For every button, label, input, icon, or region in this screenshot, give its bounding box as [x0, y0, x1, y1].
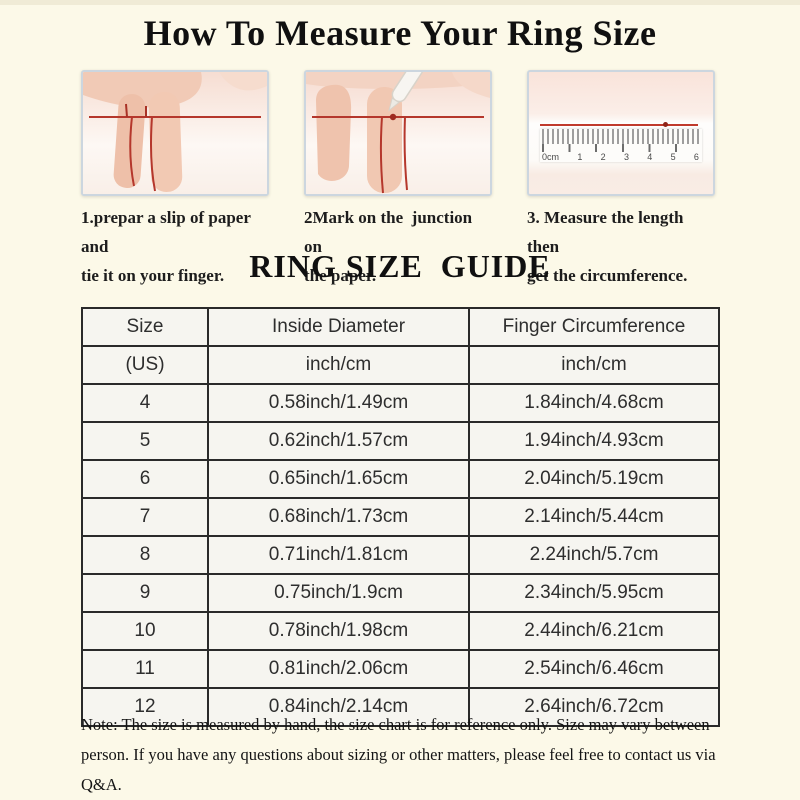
cell-size: 9 — [81, 573, 209, 613]
ruler-scale-labels: 0cm 1 2 3 4 5 6 — [540, 152, 702, 162]
ruler-label: 1 — [577, 151, 583, 162]
cell-size: 6 — [81, 459, 209, 499]
ruler-label: 3 — [623, 151, 629, 162]
table-row: 7 0.68inch/1.73cm 2.14inch/5.44cm — [81, 497, 720, 537]
step-2: 2Mark on the junction on the paper. — [304, 70, 492, 290]
ruler-label: 2 — [600, 151, 606, 162]
cell-diameter: 0.78inch/1.98cm — [207, 611, 470, 651]
step1-caption-line1: 1.prepar a slip of paper and — [81, 208, 255, 256]
cell-size: 8 — [81, 535, 209, 575]
step3-caption-line1: 3. Measure the length then — [527, 208, 688, 256]
step3-ruler-photo: 0cm 1 2 3 4 5 6 — [527, 70, 715, 196]
ruler-label: 6 — [693, 151, 699, 162]
step1-hand-photo — [81, 70, 269, 196]
hand-with-paper-illustration — [83, 72, 267, 194]
table-row: 6 0.65inch/1.65cm 2.04inch/5.19cm — [81, 459, 720, 499]
cell-circumference: 1.84inch/4.68cm — [468, 383, 720, 423]
table-units-row: (US) inch/cm inch/cm — [81, 345, 720, 385]
cell-size: 10 — [81, 611, 209, 651]
table-row: 4 0.58inch/1.49cm 1.84inch/4.68cm — [81, 383, 720, 423]
step2-caption-line1: 2Mark on the junction on — [304, 208, 477, 256]
ruler-cm-ticks — [542, 143, 700, 152]
step2-caption-line2: the paper. — [304, 266, 377, 285]
note-line2: person. If you have any questions about … — [81, 745, 716, 764]
table-row: 10 0.78inch/1.98cm 2.44inch/6.21cm — [81, 611, 720, 651]
cell-size: 12 — [81, 687, 209, 727]
step3-caption-line2: get the circumference. — [527, 266, 688, 285]
table-row: 9 0.75inch/1.9cm 2.34inch/5.95cm — [81, 573, 720, 613]
note: Note: The size is measured by hand, the … — [81, 710, 771, 800]
note-line3: Q&A. — [81, 775, 122, 794]
cell-size: 4 — [81, 383, 209, 423]
cell-circumference: 2.34inch/5.95cm — [468, 573, 720, 613]
ruler-label: 5 — [670, 151, 676, 162]
cell-size: 11 — [81, 649, 209, 689]
cell-circumference: 2.14inch/5.44cm — [468, 497, 720, 537]
cell-diameter: 0.84inch/2.14cm — [207, 687, 470, 727]
ruler-label: 4 — [647, 151, 653, 162]
table-row: 8 0.71inch/1.81cm 2.24inch/5.7cm — [81, 535, 720, 575]
cell-diameter: 0.81inch/2.06cm — [207, 649, 470, 689]
ring-size-guide-heading: RING SIZE GUIDE — [249, 248, 551, 284]
cell-circumference: 2.24inch/5.7cm — [468, 535, 720, 575]
table-header-row: Size Inside Diameter Finger Circumferenc… — [81, 307, 720, 347]
step-1: 1.prepar a slip of paper and tie it on y… — [81, 70, 269, 290]
measure-mark-dot — [663, 122, 669, 128]
cell-diameter: 0.58inch/1.49cm — [207, 383, 470, 423]
table-row: 5 0.62inch/1.57cm 1.94inch/4.93cm — [81, 421, 720, 461]
step1-caption-line2: tie it on your finger. — [81, 266, 225, 285]
units-diameter: inch/cm — [207, 345, 470, 385]
cell-circumference: 2.04inch/5.19cm — [468, 459, 720, 499]
col-header-inside-diameter: Inside Diameter — [207, 307, 470, 347]
cell-diameter: 0.62inch/1.57cm — [207, 421, 470, 461]
col-header-size: Size — [81, 307, 209, 347]
ruler-label: 0cm — [542, 151, 560, 162]
cell-diameter: 0.65inch/1.65cm — [207, 459, 470, 499]
ruler-fine-ticks — [542, 128, 700, 144]
units-circumference: inch/cm — [468, 345, 720, 385]
hand-with-marker-pen-illustration — [306, 72, 490, 194]
cell-size: 5 — [81, 421, 209, 461]
ruler-illustration: 0cm 1 2 3 4 5 6 — [540, 128, 702, 162]
cell-size: 7 — [81, 497, 209, 537]
cell-diameter: 0.75inch/1.9cm — [207, 573, 470, 613]
step2-caption: 2Mark on the junction on the paper. — [304, 203, 492, 290]
cell-circumference: 1.94inch/4.93cm — [468, 421, 720, 461]
steps-row: 1.prepar a slip of paper and tie it on y… — [81, 70, 715, 290]
step1-caption: 1.prepar a slip of paper and tie it on y… — [81, 203, 269, 290]
units-size: (US) — [81, 345, 209, 385]
cell-circumference: 2.54inch/6.46cm — [468, 649, 720, 689]
ring-size-table: Size Inside Diameter Finger Circumferenc… — [81, 307, 720, 727]
page-title: How To Measure Your Ring Size — [143, 13, 657, 53]
cell-circumference: 2.64inch/6.72cm — [468, 687, 720, 727]
note-line1: Note: The size is measured by hand, the … — [81, 715, 710, 734]
cell-diameter: 0.71inch/1.81cm — [207, 535, 470, 575]
step-3: 0cm 1 2 3 4 5 6 3. Measure the length th… — [527, 70, 715, 290]
step2-marking-photo — [304, 70, 492, 196]
table-row: 11 0.81inch/2.06cm 2.54inch/6.46cm — [81, 649, 720, 689]
cell-circumference: 2.44inch/6.21cm — [468, 611, 720, 651]
cell-diameter: 0.68inch/1.73cm — [207, 497, 470, 537]
step3-caption: 3. Measure the length then get the circu… — [527, 203, 715, 290]
col-header-finger-circumference: Finger Circumference — [468, 307, 720, 347]
table-row: 12 0.84inch/2.14cm 2.64inch/6.72cm — [81, 687, 720, 727]
measured-string-line — [540, 122, 699, 128]
